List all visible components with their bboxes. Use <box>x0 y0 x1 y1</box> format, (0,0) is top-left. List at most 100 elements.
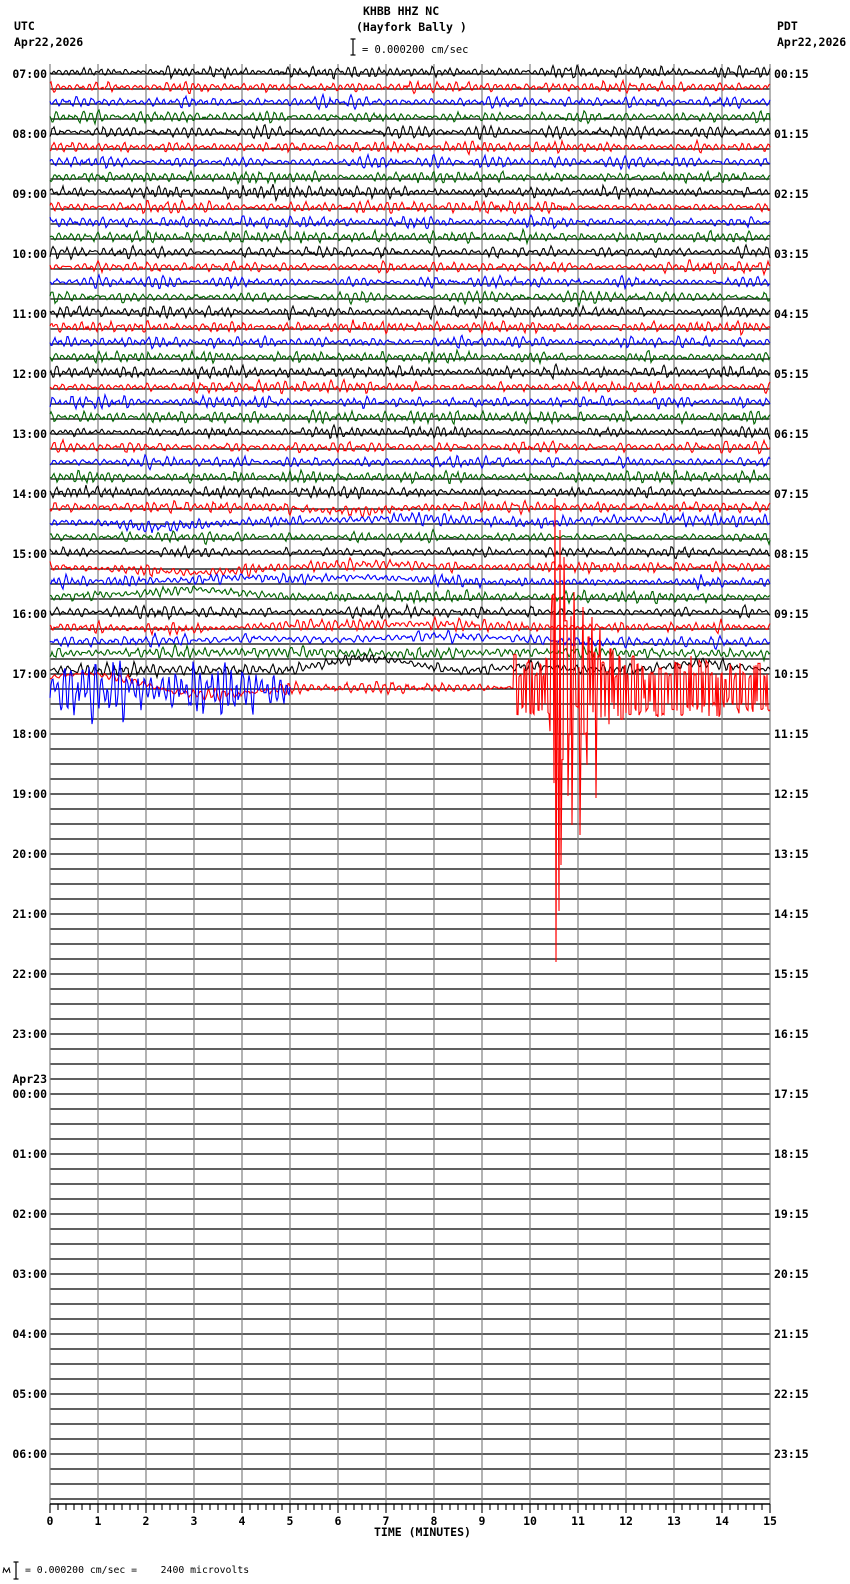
x-tick-label: 6 <box>335 1514 342 1528</box>
pdt-hour-label: 14:15 <box>774 907 809 921</box>
utc-hour-label: 21:00 <box>12 907 47 921</box>
pdt-hour-label: 10:15 <box>774 667 809 681</box>
date-change-label: Apr23 <box>12 1072 47 1086</box>
utc-hour-label: 23:00 <box>12 1027 47 1041</box>
trace-row <box>49 499 771 518</box>
trace-row <box>49 259 771 277</box>
utc-hour-label: 12:00 <box>12 367 47 381</box>
x-tick-label: 13 <box>667 1514 681 1528</box>
utc-hour-label: 15:00 <box>12 547 47 561</box>
trace-row <box>49 468 771 486</box>
trace-row <box>49 273 771 291</box>
utc-hour-label: 14:00 <box>12 487 47 501</box>
utc-hour-label: 07:00 <box>12 67 47 81</box>
pdt-hour-label: 07:15 <box>774 487 809 501</box>
utc-hour-label: 20:00 <box>12 847 47 861</box>
utc-hour-label: 22:00 <box>12 967 47 981</box>
x-tick-label: 8 <box>431 1514 438 1528</box>
trace-row <box>49 334 771 350</box>
scale-text: = 0.000200 cm/sec <box>362 44 469 56</box>
utc-hour-label: 09:00 <box>12 187 47 201</box>
trace-row <box>49 392 771 411</box>
utc-hour-label: 10:00 <box>12 247 47 261</box>
station-title: KHBB HHZ NC <box>363 4 440 18</box>
pdt-hour-label: 19:15 <box>774 1207 809 1221</box>
trace-row <box>49 304 771 321</box>
pdt-hour-label: 18:15 <box>774 1147 809 1161</box>
pdt-hour-label: 05:15 <box>774 367 809 381</box>
trace-row <box>49 289 771 308</box>
trace-row <box>49 183 771 203</box>
trace-row <box>49 214 771 230</box>
utc-hour-label: 05:00 <box>12 1387 47 1401</box>
trace-row <box>49 362 771 381</box>
trace-row <box>49 408 771 426</box>
x-tick-label: 1 <box>95 1514 102 1528</box>
pdt-hour-label: 02:15 <box>774 187 809 201</box>
utc-hour-label: 11:00 <box>12 307 47 321</box>
x-axis-title: TIME (MINUTES) <box>374 1525 471 1539</box>
trace-row <box>49 511 771 534</box>
utc-hour-label: 08:00 <box>12 127 47 141</box>
x-tick-label: 2 <box>143 1514 150 1528</box>
x-tick-label: 12 <box>619 1514 633 1528</box>
trace-row <box>49 319 771 337</box>
trace-row <box>49 348 771 366</box>
trace-row <box>49 528 771 546</box>
pdt-hour-label: 22:15 <box>774 1387 809 1401</box>
trace-row <box>49 484 771 500</box>
trace-row <box>49 584 771 605</box>
utc-hour-label: 06:00 <box>12 1447 47 1461</box>
trace-row <box>49 198 771 215</box>
pdt-hour-label: 11:15 <box>774 727 809 741</box>
footer-scale-bar-icon <box>13 1561 19 1580</box>
left-date-label: Apr22,2026 <box>14 35 84 49</box>
x-tick-label: 5 <box>287 1514 294 1528</box>
utc-hour-label: 03:00 <box>12 1267 47 1281</box>
trace-row <box>49 138 771 157</box>
trace-row <box>49 572 771 592</box>
pdt-hour-label: 08:15 <box>774 547 809 561</box>
x-tick-label: 7 <box>383 1514 390 1528</box>
pdt-hour-label: 09:15 <box>774 607 809 621</box>
x-tick-label: 15 <box>763 1514 777 1528</box>
utc-hour-label: 02:00 <box>12 1207 47 1221</box>
trace-row <box>49 643 771 663</box>
trace-row <box>49 615 771 637</box>
x-tick-label: 3 <box>191 1514 198 1528</box>
trace-row <box>49 243 771 261</box>
time-labels: 07:00 08:00 09:00 10:00 11:00 12:00 13:00 14:00… <box>12 67 808 1461</box>
pdt-hour-label: 04:15 <box>774 307 809 321</box>
trace-row <box>49 169 771 186</box>
trace-row <box>49 377 771 395</box>
trace-row <box>49 92 771 111</box>
trace-row <box>49 227 771 246</box>
trace-row <box>49 108 771 126</box>
scale-bar-icon <box>350 38 356 56</box>
trace-row <box>49 78 771 95</box>
pdt-hour-label: 16:15 <box>774 1027 809 1041</box>
utc-hour-label: 18:00 <box>12 727 47 741</box>
footer-scale-text: = 0.000200 cm/sec = 2400 microvolts <box>25 1565 250 1576</box>
utc-hour-label: 19:00 <box>12 787 47 801</box>
x-tick-label: 4 <box>239 1514 246 1528</box>
right-date-label: Apr22,2026 <box>777 35 847 49</box>
x-tick-label: 9 <box>479 1514 486 1528</box>
x-tick-label: 0 <box>47 1514 54 1528</box>
pdt-hour-label: 23:15 <box>774 1447 809 1461</box>
pdt-hour-label: 01:15 <box>774 127 809 141</box>
x-tick-label: 10 <box>523 1514 537 1528</box>
pdt-hour-label: 03:15 <box>774 247 809 261</box>
utc-hour-label: 04:00 <box>12 1327 47 1341</box>
pdt-hour-label: 00:15 <box>774 67 809 81</box>
trace-row <box>49 556 771 578</box>
x-tick-label: 11 <box>571 1514 585 1528</box>
grid <box>49 64 771 1504</box>
seismic-traces <box>49 64 771 963</box>
x-axis: 0 1 2 3 4 5 6 7 8 9 10 11 12 13 14 15 <box>47 1503 777 1528</box>
utc-hour-label: 00:00 <box>12 1087 47 1101</box>
utc-hour-label: 17:00 <box>12 667 47 681</box>
pdt-hour-label: 12:15 <box>774 787 809 801</box>
right-timezone-label: PDT <box>777 19 798 33</box>
